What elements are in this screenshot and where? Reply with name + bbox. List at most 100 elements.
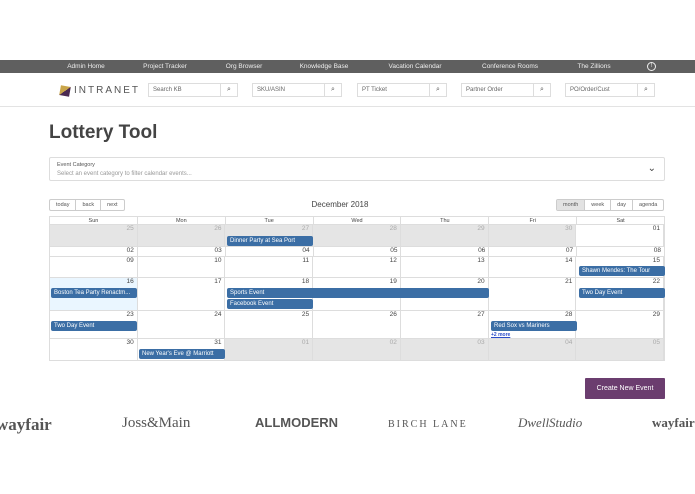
back-button[interactable]: back <box>76 200 102 210</box>
day-cell[interactable]: 02 <box>313 339 401 360</box>
search-icon[interactable]: ⌕ <box>436 86 440 93</box>
day-cell[interactable]: 31 <box>138 339 226 360</box>
day-cell[interactable]: 14 <box>489 257 577 277</box>
day-cell[interactable]: 03 <box>400 339 489 360</box>
view-week-button[interactable]: week <box>585 200 612 210</box>
nav-item-conference-rooms[interactable]: Conference Rooms <box>482 63 538 70</box>
week-row: 23 24 25 26 27 28 29 Two Day Event Red Sox vs Ma… <box>50 311 665 339</box>
search-icon[interactable]: ⌕ <box>644 86 648 93</box>
search-box: PO/Order/Cust ⌕ <box>565 83 655 97</box>
calendar-event[interactable]: Two Day Event <box>51 321 137 331</box>
day-cell[interactable]: 02 <box>50 247 138 256</box>
day-cell[interactable]: 03 <box>138 247 226 256</box>
search-box: SKU/ASIN ⌕ <box>252 83 342 97</box>
day-cell[interactable]: 23 <box>50 311 138 338</box>
calendar-event[interactable]: Dinner Party at Sea Port <box>227 236 313 246</box>
day-cell[interactable]: 29 <box>400 225 489 246</box>
logo-icon <box>59 84 71 97</box>
nav-item-project-tracker[interactable]: Project Tracker <box>143 63 187 70</box>
nav-item-admin-home[interactable]: Admin Home <box>67 63 105 70</box>
day-cell[interactable]: 06 <box>401 247 490 256</box>
day-cell[interactable]: 12 <box>313 257 401 277</box>
day-cell[interactable]: 13 <box>401 257 489 277</box>
day-cell[interactable]: 29 <box>576 311 665 338</box>
search-input[interactable]: PO/Order/Cust <box>566 84 638 96</box>
weekday-fri: Fri <box>489 217 578 224</box>
top-nav: Admin Home Project Tracker Org Browser Know… <box>0 60 695 73</box>
day-cell[interactable]: 01 <box>225 339 314 360</box>
calendar-event[interactable]: Boston Tea Party Renactm... <box>51 288 137 298</box>
day-cell[interactable]: 11 <box>225 257 314 277</box>
weekday-thu: Thu <box>401 217 490 224</box>
search-box: Partner Order ⌕ <box>461 83 551 97</box>
calendar-event[interactable]: Two Day Event <box>579 288 665 298</box>
weekday-header: Sun Mon Tue Wed Thu Fri Sat <box>50 217 664 225</box>
weekday-sat: Sat <box>616 218 625 224</box>
day-cell[interactable]: 08 <box>653 247 662 254</box>
search-input[interactable]: Search KB <box>149 84 221 96</box>
nav-item-vacation-calendar[interactable]: Vacation Calendar <box>388 63 442 70</box>
calendar-event[interactable]: Shawn Mendes: The Tour <box>579 266 665 276</box>
week-row: 09 10 11 12 13 14 15 Shawn Mendes: The Tour <box>50 257 665 278</box>
week-row: 30 31 01 02 03 04 05 New Year's Eve @ Marriott <box>50 339 665 360</box>
intranet-logo[interactable]: INTRANET <box>59 84 140 97</box>
search-icon[interactable]: ⌕ <box>540 86 544 93</box>
brand-logo: BIRCH LANE <box>388 419 468 430</box>
day-cell[interactable]: 30 <box>488 225 577 246</box>
brand-logo: ALLMODERN <box>255 415 339 430</box>
day-cell[interactable]: 27 <box>401 311 489 338</box>
weekday-mon: Mon <box>138 217 226 224</box>
search-input[interactable]: SKU/ASIN <box>253 84 325 96</box>
day-cell[interactable]: 07 <box>489 247 578 256</box>
calendar-event[interactable]: New Year's Eve @ Marriott <box>139 349 225 359</box>
day-cell[interactable]: 21 <box>489 278 577 310</box>
calendar-event[interactable]: Sports Event <box>227 288 489 298</box>
page-title: Lottery Tool <box>49 122 158 143</box>
calendar-month-label: December 2018 <box>311 200 369 209</box>
week-row: 16 17 18 19 20 21 22 Boston Tea Party Renactm..… <box>50 278 665 311</box>
event-category-select[interactable]: Event Category Select an event category … <box>49 157 665 181</box>
brand-logo: DwellStudio <box>518 415 583 430</box>
user-icon[interactable]: ! <box>647 62 656 71</box>
search-box: Search KB ⌕ <box>148 83 238 97</box>
chevron-down-icon: ⌄ <box>647 163 656 174</box>
search-icon[interactable]: ⌕ <box>331 86 335 93</box>
week-row: 02 03 04 05 06 07 08 <box>50 247 664 257</box>
nav-item-knowledge-base[interactable]: Knowledge Base <box>299 63 349 70</box>
day-cell[interactable]: 04 <box>226 247 314 256</box>
search-input[interactable]: Partner Order <box>462 84 534 96</box>
day-cell[interactable]: 10 <box>138 257 226 277</box>
day-cell[interactable]: 17 <box>138 278 226 310</box>
show-more-link[interactable]: +2 more <box>491 332 511 338</box>
today-button[interactable]: today <box>50 200 77 210</box>
view-month-button[interactable]: month <box>557 200 586 210</box>
day-cell[interactable]: 30 <box>50 339 138 360</box>
nav-item-org-browser[interactable]: Org Browser <box>225 63 263 70</box>
day-cell[interactable]: 05 <box>314 247 402 256</box>
search-input[interactable]: PT Ticket <box>358 84 430 96</box>
create-new-event-button[interactable]: Create New Event <box>585 378 665 399</box>
day-cell[interactable]: 24 <box>138 311 226 338</box>
week-row: 25 26 27 28 29 30 01 Dinner Party at Sea Port <box>50 225 665 247</box>
day-cell[interactable]: 25 <box>50 225 138 246</box>
logo-text: INTRANET <box>74 85 140 96</box>
day-cell[interactable]: 05 <box>576 339 665 360</box>
day-cell[interactable]: 25 <box>225 311 314 338</box>
nav-item-the-zillions[interactable]: The Zillions <box>577 63 611 70</box>
day-cell[interactable]: 26 <box>313 311 401 338</box>
search-box: PT Ticket ⌕ <box>357 83 447 97</box>
day-cell[interactable]: 04 <box>488 339 577 360</box>
day-cell[interactable]: 28 <box>313 225 401 246</box>
view-agenda-button[interactable]: agenda <box>639 202 658 208</box>
search-bar: INTRANET Search KB ⌕ SKU/ASIN ⌕ PT Ticket ⌕ Pa… <box>0 73 695 107</box>
day-cell[interactable]: 26 <box>137 225 226 246</box>
day-cell[interactable]: 09 <box>50 257 138 277</box>
day-cell[interactable]: 01 <box>576 225 665 246</box>
next-button[interactable]: next <box>107 202 118 208</box>
view-day-button[interactable]: day <box>611 200 634 210</box>
search-icon[interactable]: ⌕ <box>227 86 231 93</box>
calendar-event[interactable]: Red Sox vs Mariners <box>491 321 577 331</box>
month-calendar: Sun Mon Tue Wed Thu Fri Sat 25 26 27 28 29 30 01 Dinne… <box>49 216 665 361</box>
calendar-event[interactable]: Facebook Event <box>227 299 313 309</box>
weekday-wed: Wed <box>314 217 402 224</box>
